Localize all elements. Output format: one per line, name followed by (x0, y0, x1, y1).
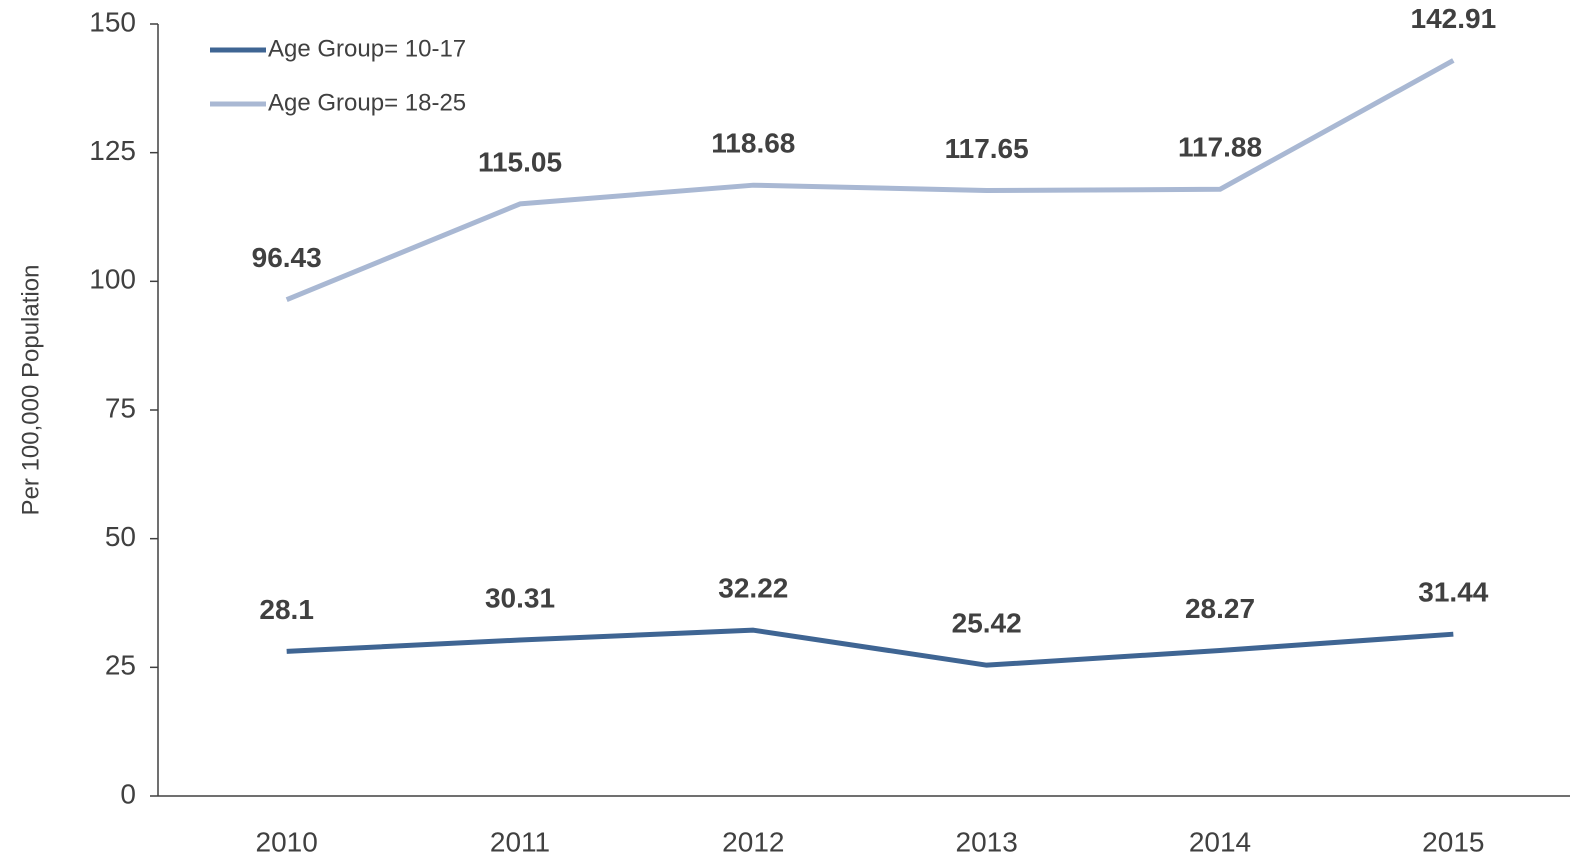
data-label: 28.1 (259, 594, 314, 625)
data-label: 117.88 (1178, 132, 1262, 163)
data-label: 115.05 (478, 146, 562, 177)
x-tick-label: 2011 (490, 826, 550, 857)
y-tick-label: 125 (89, 135, 136, 166)
y-tick-label: 0 (120, 778, 136, 809)
y-tick-label: 150 (89, 6, 136, 37)
x-tick-label: 2014 (1189, 826, 1251, 857)
data-label: 118.68 (711, 128, 795, 159)
x-tick-label: 2015 (1422, 826, 1484, 857)
data-label: 117.65 (945, 133, 1029, 164)
y-tick-label: 100 (89, 264, 136, 295)
x-tick-label: 2012 (722, 826, 784, 857)
data-label: 142.91 (1411, 3, 1497, 34)
x-tick-label: 2010 (256, 826, 318, 857)
y-tick-label: 75 (105, 392, 136, 423)
data-label: 32.22 (718, 573, 788, 604)
data-label: 96.43 (252, 242, 322, 273)
series-line (285, 58, 1455, 303)
y-tick-label: 50 (105, 521, 136, 552)
x-tick-label: 2013 (956, 826, 1018, 857)
series-line (286, 627, 1454, 668)
data-label: 25.42 (952, 608, 1022, 639)
data-label: 30.31 (485, 582, 555, 613)
y-axis-title: Per 100,000 Population (17, 265, 44, 516)
legend-label: Age Group= 18-25 (268, 89, 466, 116)
y-tick-label: 25 (105, 650, 136, 681)
legend-label: Age Group= 10-17 (268, 35, 466, 62)
data-label: 28.27 (1185, 593, 1255, 624)
data-label: 31.44 (1418, 577, 1488, 608)
